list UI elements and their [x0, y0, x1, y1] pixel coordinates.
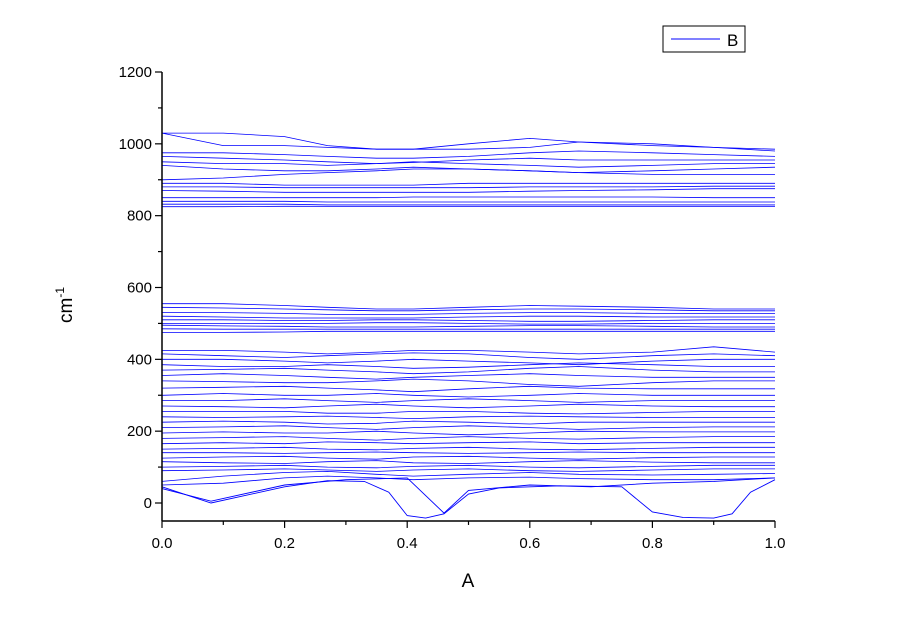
- y-axis-title-superscript: -1: [53, 287, 67, 298]
- x-tick-label: 0.8: [642, 535, 663, 552]
- band-line: [161, 393, 775, 398]
- band-line: [161, 156, 775, 165]
- band-line: [161, 425, 775, 430]
- band-line: [161, 373, 775, 380]
- band-line: [162, 312, 775, 315]
- band-line: [162, 398, 775, 403]
- band-line: [161, 475, 776, 486]
- band-line: [161, 403, 775, 409]
- y-tick-label: 0: [144, 495, 152, 512]
- band-line: [162, 322, 775, 325]
- x-tick-label: 0.4: [397, 535, 418, 552]
- band-line: [162, 196, 775, 199]
- x-tick-label: 0.6: [519, 535, 540, 552]
- legend: B: [662, 25, 746, 53]
- band-line: [162, 185, 775, 189]
- band-line: [162, 182, 775, 186]
- y-axis-title-unit: cm: [56, 298, 77, 323]
- band-line: [161, 132, 776, 152]
- y-tick-label: 400: [127, 351, 152, 368]
- band-line: [161, 385, 775, 393]
- band-line: [161, 441, 775, 445]
- band-line: [161, 366, 775, 375]
- band-line: [161, 168, 775, 181]
- legend-label-b: B: [727, 31, 738, 50]
- band-line: [162, 451, 775, 454]
- band-line: [162, 303, 775, 310]
- y-tick-label: 600: [127, 280, 152, 297]
- band-line: [162, 200, 775, 203]
- band-line: [161, 415, 775, 420]
- band-line: [161, 468, 775, 472]
- series-b-lines: [161, 132, 776, 519]
- band-line: [162, 330, 775, 333]
- band-line: [161, 362, 775, 369]
- axes: 0 200 400 600 800 1000 1200 0.0 0.2 0.4 0.6 0.8 1.0: [119, 64, 786, 552]
- band-line: [162, 410, 775, 415]
- band-line: [161, 430, 775, 436]
- acoustic-band-line: [161, 479, 776, 519]
- band-line: [161, 378, 775, 387]
- x-tick-label: 0.2: [274, 535, 295, 552]
- band-line: [161, 460, 775, 464]
- band-line: [161, 352, 776, 360]
- y-tick-label: 1000: [119, 136, 152, 153]
- band-line: [161, 436, 775, 441]
- band-line: [161, 165, 776, 174]
- band-line: [161, 470, 776, 482]
- band-line: [161, 420, 775, 425]
- y-tick-label: 1200: [119, 64, 152, 81]
- y-tick-label: 800: [127, 208, 152, 225]
- band-line: [162, 346, 776, 355]
- acoustic-band-line: [161, 477, 776, 514]
- x-tick-label: 0.0: [152, 535, 173, 552]
- band-line: [162, 319, 775, 322]
- band-line: [161, 306, 775, 312]
- x-axis-title: A: [462, 571, 475, 592]
- band-line: [162, 150, 776, 159]
- band-line: [161, 324, 775, 328]
- band-line: [162, 358, 775, 366]
- band-line: [161, 161, 775, 168]
- x-tick-label: 1.0: [765, 535, 786, 552]
- y-tick-label: 200: [127, 423, 152, 440]
- band-line: [162, 132, 776, 150]
- y-axis-title: cm-1: [53, 287, 77, 323]
- band-line: [162, 203, 775, 206]
- band-line: [161, 315, 775, 319]
- band-line: [161, 455, 775, 460]
- band-line: [161, 446, 775, 451]
- band-line: [161, 464, 775, 469]
- band-line: [161, 188, 775, 193]
